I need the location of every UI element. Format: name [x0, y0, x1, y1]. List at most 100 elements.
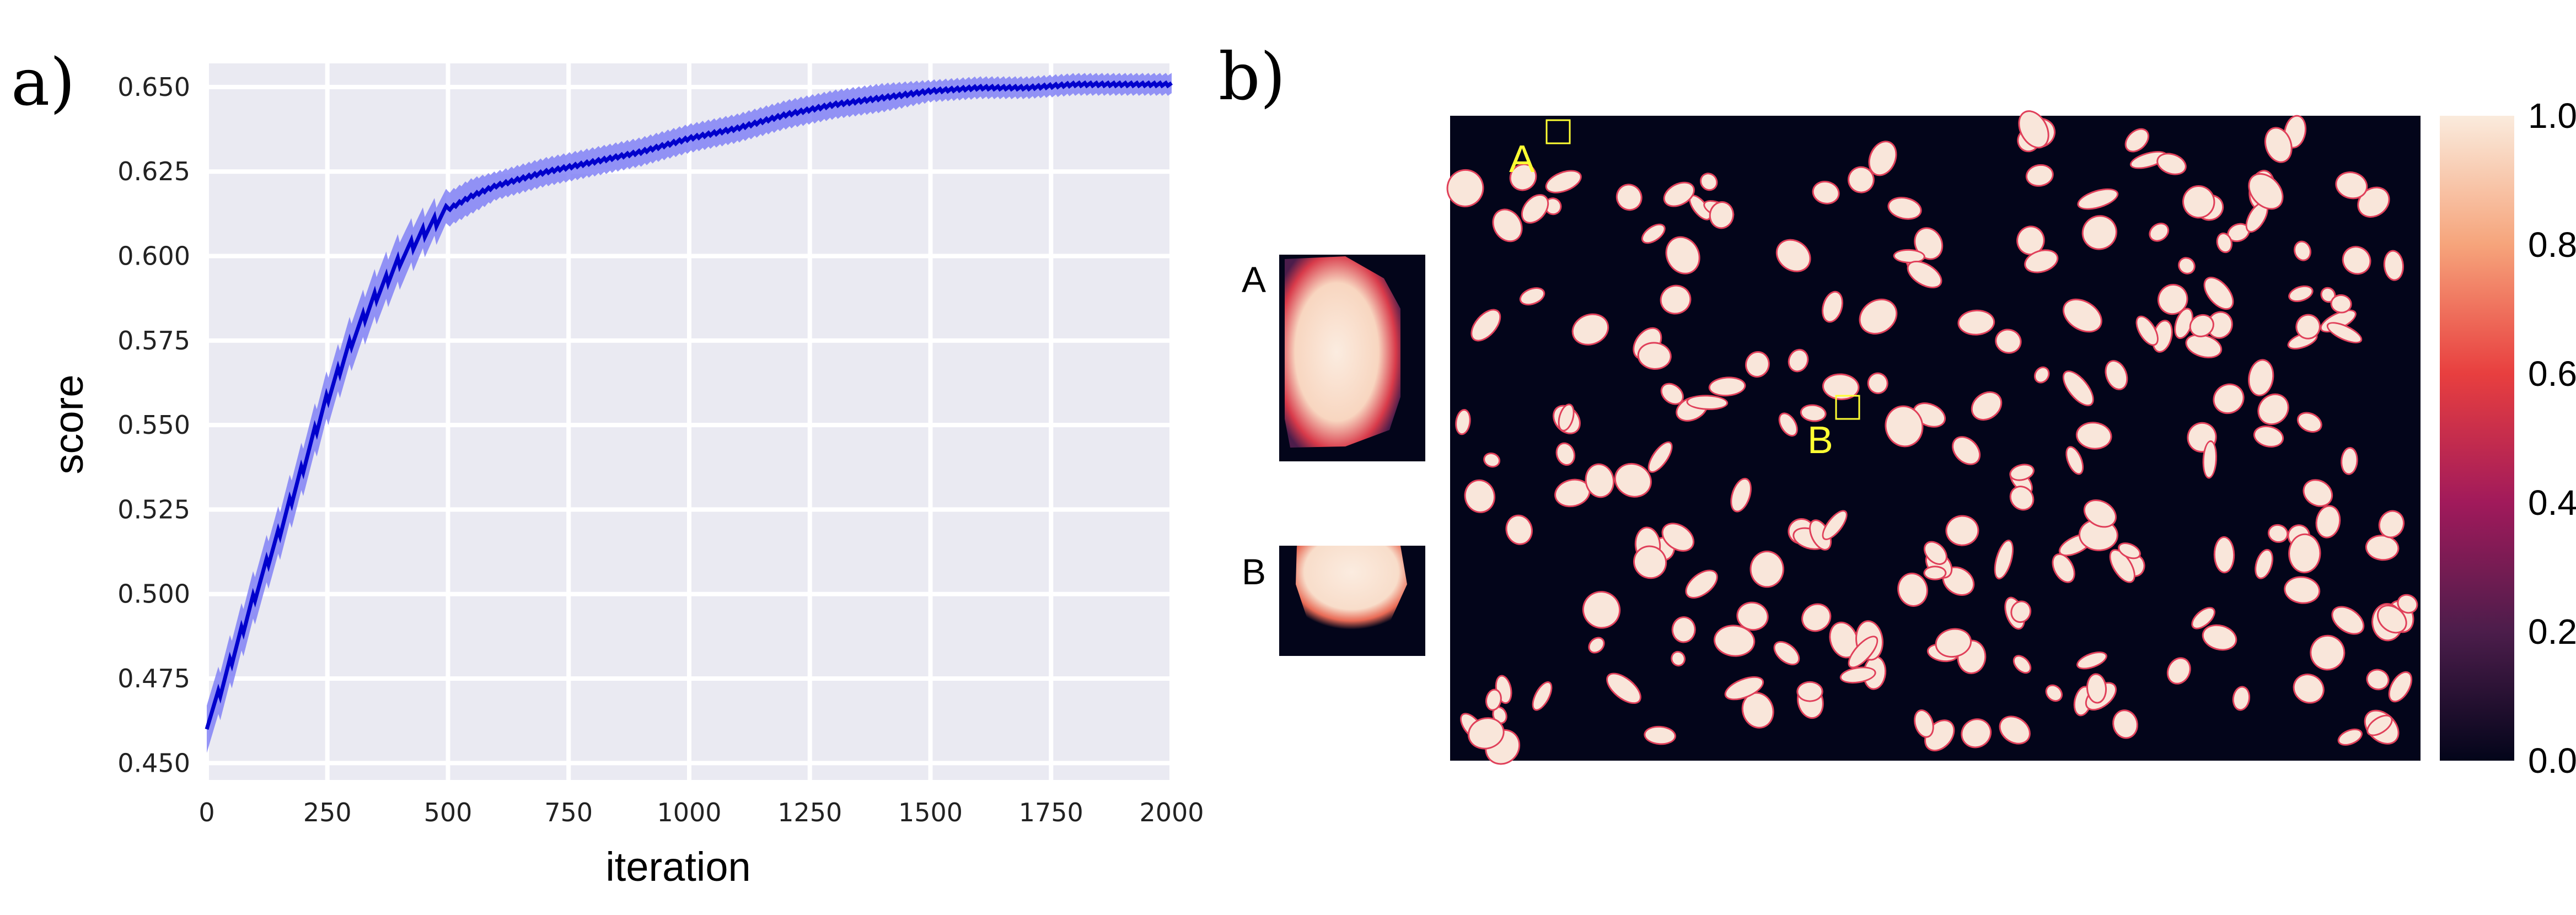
particle: [2187, 335, 2221, 357]
particle: [1486, 690, 1500, 709]
particle: [2215, 537, 2234, 572]
particle: [2290, 287, 2312, 301]
annotation-b: B: [1807, 418, 1833, 461]
particle-regions: [1446, 110, 2418, 765]
x-tick-label: 250: [303, 798, 352, 827]
particle: [1466, 481, 1494, 512]
y-tick-labels: 0.450 0.475 0.500 0.525 0.550 0.575 0.600 0.625…: [117, 72, 190, 778]
particle: [1584, 593, 1619, 627]
particle: [2294, 675, 2323, 702]
particle: [1494, 708, 1506, 723]
particle: [1738, 603, 1767, 629]
particle: [1813, 182, 1838, 203]
particle: [1899, 574, 1926, 605]
particle: [2218, 234, 2231, 252]
particle: [1639, 343, 1670, 368]
particle: [1663, 524, 1693, 550]
particle: [1849, 168, 1873, 192]
particle: [1586, 465, 1613, 497]
particle: [2297, 315, 2319, 338]
x-tick-label: 1500: [898, 798, 963, 827]
x-tick-labels: 0 250 500 750 1000 1250 1500 1750 2000: [198, 798, 1204, 827]
y-tick-label: 0.450: [117, 748, 190, 778]
particle: [2398, 595, 2417, 612]
x-axis-title: iteration: [605, 844, 750, 890]
particle: [2020, 112, 2048, 147]
particle: [1962, 720, 1990, 747]
particle: [1457, 410, 1469, 434]
grid: [205, 63, 1174, 780]
particle: [2150, 224, 2168, 240]
particle: [1661, 286, 1690, 313]
particle: [2193, 609, 2214, 628]
particle: [2322, 288, 2334, 302]
colorbar-tick-label: 0.0: [2528, 741, 2576, 781]
particle: [2014, 656, 2030, 672]
particle: [1743, 693, 1773, 727]
particle: [1954, 438, 1979, 464]
particle: [1801, 406, 1825, 421]
y-tick-label: 0.625: [117, 157, 190, 186]
score-line-chart: 0 250 500 750 1000 1250 1500 1750 2000 0.450 0.47…: [46, 63, 1204, 890]
particle: [1665, 183, 1693, 206]
particle: [1494, 210, 1521, 241]
y-axis-title: score: [46, 375, 92, 475]
particle: [1959, 311, 1994, 334]
particle: [2368, 670, 2388, 689]
particle: [2304, 481, 2332, 505]
particle: [1573, 315, 1608, 344]
x-tick-label: 1000: [657, 798, 721, 827]
particle: [2191, 315, 2213, 336]
colorbar-tick-label: 0.2: [2528, 612, 2576, 652]
particle: [2106, 362, 2127, 389]
particle: [1485, 454, 1499, 466]
particle: [2204, 442, 2216, 477]
particle: [2126, 130, 2148, 151]
particle: [1803, 605, 1830, 631]
particle: [2027, 165, 2052, 185]
particle: [2385, 251, 2402, 279]
colorbar-tick-label: 0.4: [2528, 483, 2576, 523]
particle: [2159, 285, 2187, 314]
particle: [2339, 730, 2361, 744]
particle: [1469, 719, 1503, 748]
particle: [1545, 199, 1560, 214]
particle: [2256, 550, 2272, 578]
inset-b: B: [1242, 546, 1425, 656]
particle: [1634, 547, 1666, 578]
colorbar-tick-label: 0.8: [2528, 225, 2576, 265]
panel-b-label: b): [1219, 39, 1286, 115]
particle: [1667, 238, 1699, 273]
particle: [2343, 247, 2370, 273]
particle: [2368, 716, 2391, 735]
particle: [2366, 536, 2398, 559]
x-tick-label: 750: [544, 798, 593, 827]
particle: [2380, 512, 2403, 537]
particle: [1701, 174, 1716, 190]
y-tick-label: 0.550: [117, 410, 190, 440]
particle: [2203, 626, 2236, 649]
particle: [2295, 242, 2310, 260]
particle: [1511, 165, 1536, 190]
particle: [1522, 196, 1548, 222]
particle: [2012, 602, 2030, 622]
particle: [1726, 677, 1763, 699]
particle: [2266, 128, 2291, 162]
particle: [1823, 512, 1846, 539]
particle: [2018, 227, 2043, 254]
particle: [1710, 203, 1733, 228]
particle: [2064, 300, 2101, 331]
box-a: [1545, 119, 1571, 144]
particle: [1688, 396, 1727, 408]
particle: [1915, 229, 1942, 259]
particle: [2247, 203, 2267, 232]
inset-b-label: B: [1242, 551, 1266, 592]
particle: [2378, 606, 2406, 632]
particle: [2053, 555, 2074, 582]
particle: [1775, 642, 1799, 664]
particle: [2342, 448, 2357, 473]
particle: [1908, 262, 1941, 287]
particle: [2000, 717, 2029, 743]
particle: [1944, 568, 1973, 595]
particle: [2332, 295, 2350, 312]
